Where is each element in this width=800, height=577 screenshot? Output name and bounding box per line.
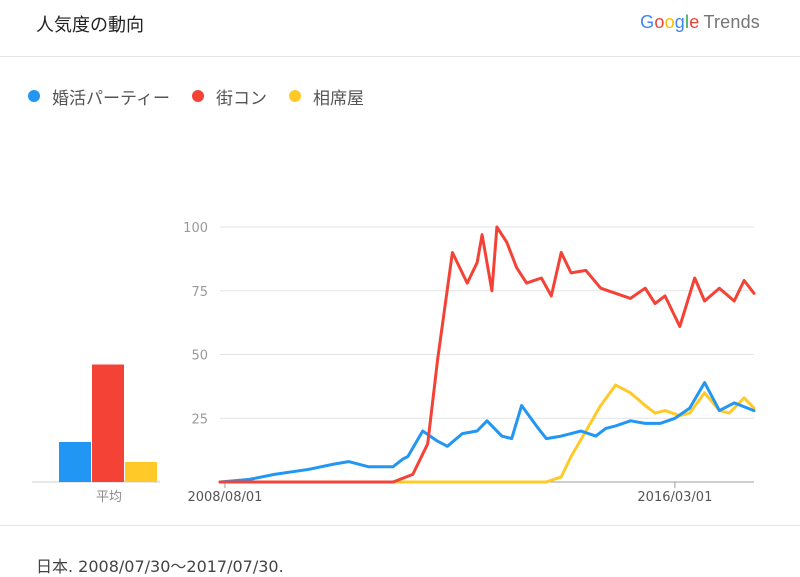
x-tick-label: 2016/03/01 <box>637 490 712 505</box>
y-tick-label: 75 <box>191 285 208 300</box>
avg-label: 平均 <box>96 490 122 505</box>
average-bar-chart: 平均 <box>32 364 160 505</box>
google-wordmark: Google <box>640 12 699 32</box>
y-tick-label: 50 <box>191 349 208 364</box>
chart-header: 人気度の動向 Google Trends <box>0 0 800 57</box>
series-line-1[interactable] <box>218 381 756 484</box>
legend: 婚活パーティー 街コン 相席屋 <box>28 84 386 109</box>
x-tick-label: 2008/08/01 <box>187 490 262 505</box>
legend-item-konkatsu-party[interactable]: 婚活パーティー <box>28 84 170 109</box>
legend-marker-icon <box>191 90 204 102</box>
series-line-3[interactable] <box>218 383 756 484</box>
logo-letter: o <box>654 12 665 32</box>
legend-label: 相席屋 <box>312 88 364 109</box>
trend-chart: 平均 100 75 50 25 2008/08/01 2016/03/01 <box>32 221 756 505</box>
y-tick-label: 100 <box>183 221 208 236</box>
legend-item-machikon[interactable]: 街コン <box>191 84 267 109</box>
interest-over-time-chart: 100 75 50 25 2008/08/01 2016/03/01 <box>183 221 756 505</box>
legend-item-aisekiya[interactable]: 相席屋 <box>288 84 364 109</box>
logo-letter: o <box>664 12 675 32</box>
logo-letter: e <box>689 12 700 32</box>
legend-marker-icon <box>28 90 40 102</box>
series-line-2[interactable] <box>218 225 756 484</box>
legend-label: 街コン <box>215 88 267 109</box>
logo-letter: G <box>640 12 655 32</box>
avg-bar-1[interactable] <box>59 442 91 482</box>
y-tick-label: 25 <box>191 412 208 427</box>
trends-wordmark: Trends <box>703 12 760 32</box>
legend-label: 婚活パーティー <box>52 88 170 109</box>
footer-divider <box>0 525 800 526</box>
avg-bar-2[interactable] <box>92 364 124 483</box>
chart-title: 人気度の動向 <box>36 15 144 36</box>
logo-letter: g <box>674 12 686 32</box>
avg-bar-3[interactable] <box>125 462 157 482</box>
legend-marker-icon <box>288 90 301 102</box>
logo-letter: l <box>685 12 690 32</box>
footer-region-date: 日本. 2008/07/30〜2017/07/30. <box>36 557 284 576</box>
google-trends-logo[interactable]: Google Trends <box>640 12 760 33</box>
